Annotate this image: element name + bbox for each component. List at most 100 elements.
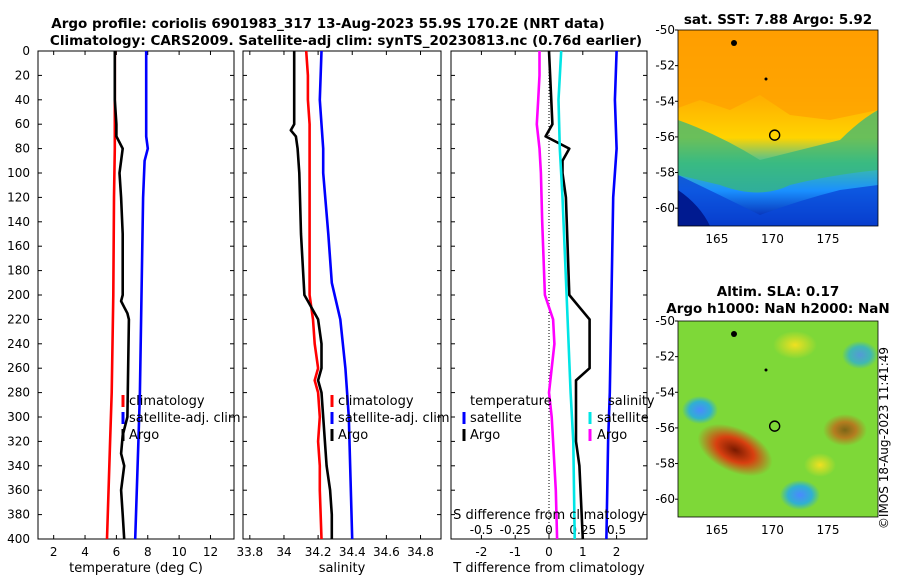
- sla-yellow-anomaly-2: [804, 453, 836, 477]
- legend-label-t-argo: Argo: [470, 428, 500, 443]
- land-island: [731, 331, 737, 337]
- x-tick-label: 8: [144, 545, 152, 559]
- depth-tick-label: 60: [15, 117, 30, 131]
- depth-tick-label: 200: [7, 288, 30, 302]
- x-tick-label: 0: [545, 545, 553, 559]
- salinity-legend: climatology satellite-adj. clim Argo: [330, 394, 450, 443]
- x-tick-label: 4: [81, 545, 89, 559]
- sla-map-title: Altim. SLA: 0.17: [717, 284, 839, 300]
- legend-label-climatology: climatology: [338, 394, 414, 409]
- temperature-legend: climatology satellite-adj. clim Argo: [121, 394, 241, 443]
- latitude-tick-label: -58: [655, 166, 675, 180]
- legend-title-salinity: salinity: [608, 394, 655, 409]
- axis-ticks: [38, 50, 647, 540]
- depth-tick-label: 180: [7, 264, 30, 278]
- depth-tick-label: 40: [15, 93, 30, 107]
- map-axis-labels: -50 -52 -54 -56 -58 -60 165 170 175 -50 -52 -54 -56 -…: [655, 23, 839, 537]
- sla-low-anomaly: [682, 396, 718, 424]
- s-diff-tick-label: 0: [545, 523, 553, 537]
- sla-yellow-anomaly: [773, 331, 817, 359]
- sst-warm-region: [678, 30, 878, 120]
- latitude-tick-label: -54: [655, 94, 675, 108]
- sla-map: [678, 321, 878, 517]
- depth-tick-label: 0: [22, 44, 30, 58]
- longitude-tick-label: 175: [817, 232, 840, 246]
- sst-map-title: sat. SST: 7.88 Argo: 5.92: [684, 12, 872, 28]
- legend-label-satellite-adj: satellite-adj. clim: [129, 411, 241, 426]
- sla-high-anomaly: [697, 423, 773, 477]
- legend-label-s-argo: Argo: [597, 428, 627, 443]
- profile-lines: [105, 50, 618, 540]
- depth-tick-label: 400: [7, 532, 30, 546]
- latitude-tick-label: -52: [655, 59, 675, 73]
- sst-cold-region: [678, 175, 878, 226]
- x-tick-label: 34.8: [407, 545, 434, 559]
- x-tick-label: 34.4: [339, 545, 366, 559]
- sst-map: [678, 30, 878, 226]
- depth-tick-label: 320: [7, 434, 30, 448]
- depth-tick-label: 140: [7, 215, 30, 229]
- longitude-tick-label: 165: [705, 232, 728, 246]
- x-tick-label: -2: [475, 545, 487, 559]
- latitude-tick-label: -60: [655, 201, 675, 215]
- latitude-tick-label: -54: [655, 385, 675, 399]
- series-line-s-argo: [535, 51, 559, 540]
- land-island-small: [764, 368, 768, 372]
- latitude-tick-label: -50: [655, 314, 675, 328]
- legend-label-t-satellite: satellite: [470, 411, 522, 426]
- legend-title-temperature: temperature: [470, 394, 552, 409]
- depth-tick-label: 260: [7, 361, 30, 375]
- x-tick-label: 2: [50, 545, 58, 559]
- legend-label-s-satellite: satellite: [597, 411, 649, 426]
- land-island: [731, 40, 737, 46]
- depth-tick-label: 280: [7, 386, 30, 400]
- depth-tick-label: 80: [15, 142, 30, 156]
- depth-tick-label: 120: [7, 190, 30, 204]
- salinity-axis-label: salinity: [319, 561, 366, 576]
- sst-green-region: [678, 110, 878, 193]
- latitude-tick-label: -50: [655, 23, 675, 37]
- depth-tick-label: 340: [7, 459, 30, 473]
- x-tick-label: 6: [113, 545, 121, 559]
- x-tick-label: 12: [203, 545, 218, 559]
- argo-location-marker: [768, 129, 781, 141]
- depth-tick-label: 240: [7, 337, 30, 351]
- s-diff-tick-label: -0.5: [470, 523, 493, 537]
- figure-title-line1: Argo profile: coriolis 6901983_317 13-Au…: [51, 16, 604, 32]
- sst-cold-tongue: [678, 190, 710, 226]
- imos-credit: ©IMOS 18-Aug-2023 11:41:49: [877, 347, 891, 529]
- series-line-argo: [289, 51, 334, 539]
- s-diff-tick-label: 0.5: [607, 523, 626, 537]
- land-island-small: [764, 77, 768, 81]
- longitude-tick-label: 170: [761, 523, 784, 537]
- latitude-tick-label: -56: [655, 130, 675, 144]
- x-tick-label: 34.2: [305, 545, 332, 559]
- sla-high-anomaly-east: [823, 414, 867, 446]
- depth-axis: 0 20 40 60 80 100 120 140 160 180 200 220 240 260 280 3…: [7, 44, 30, 546]
- series-line-climatology: [304, 50, 323, 540]
- x-tick-label: 1: [579, 545, 587, 559]
- sla-map-subtitle: Argo h1000: NaN h2000: NaN: [666, 301, 889, 317]
- series-line-satellite-adj-clim: [133, 51, 150, 540]
- s-difference-axis-label: S difference from climatology: [453, 508, 645, 523]
- sla-low-anomaly-south: [780, 480, 820, 510]
- depth-tick-label: 360: [7, 483, 30, 497]
- longitude-tick-label: 175: [817, 523, 840, 537]
- x-tick-label: 34: [276, 545, 291, 559]
- depth-tick-label: 300: [7, 410, 30, 424]
- figure-title-line2: Climatology: CARS2009. Satellite-adj cli…: [50, 33, 642, 49]
- legend-label-argo: Argo: [338, 428, 368, 443]
- latitude-tick-label: -58: [655, 457, 675, 471]
- salinity-plot-frame: [242, 50, 442, 540]
- x-tick-label: 2: [613, 545, 621, 559]
- sst-map-frame: [677, 29, 879, 227]
- s-diff-tick-label: -0.25: [500, 523, 531, 537]
- depth-tick-label: 220: [7, 312, 30, 326]
- x-tick-label: 10: [171, 545, 186, 559]
- depth-tick-label: 380: [7, 508, 30, 522]
- series-line-argo: [113, 51, 131, 540]
- longitude-tick-label: 170: [761, 232, 784, 246]
- sla-low-anomaly-east: [842, 341, 878, 369]
- x-tick-label: 33.8: [236, 545, 263, 559]
- sla-map-frame: [677, 320, 879, 518]
